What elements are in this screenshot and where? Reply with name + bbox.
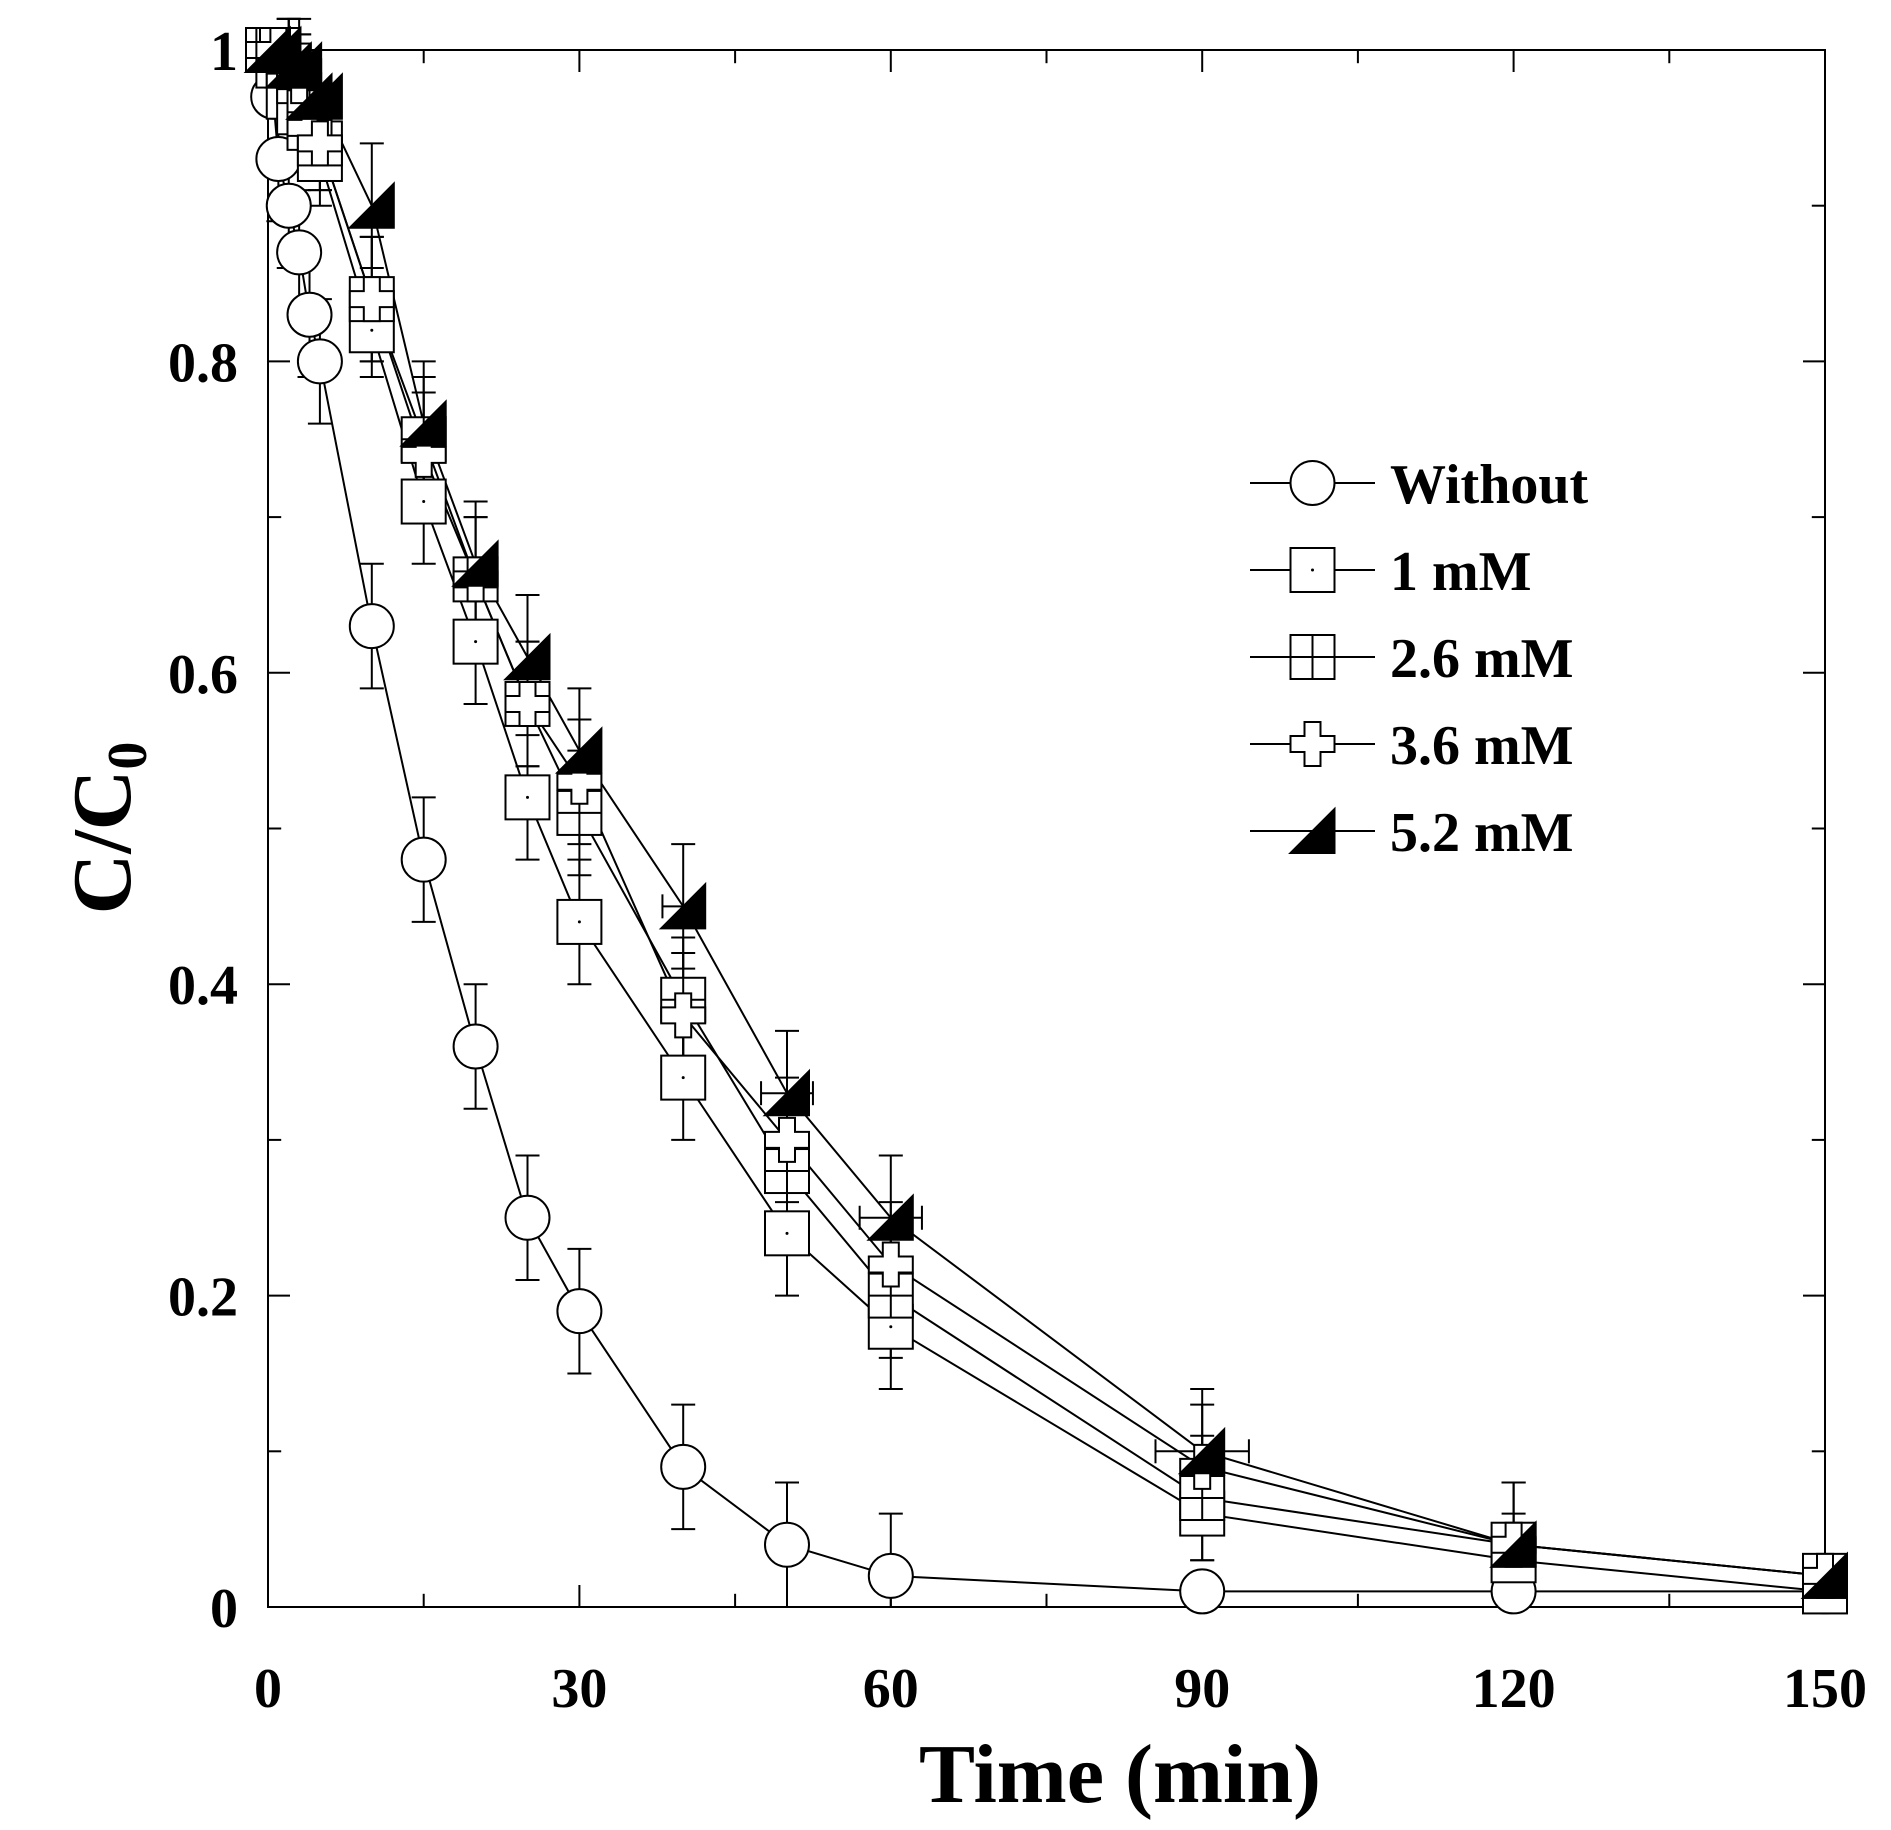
data-markers <box>243 25 1848 1615</box>
x-tick-label: 0 <box>254 1658 282 1720</box>
data-point-5-2-mm <box>554 726 603 774</box>
x-tick-label: 90 <box>1174 1658 1230 1720</box>
data-point-5-2-mm <box>253 25 302 73</box>
legend-label: 3.6 mM <box>1390 715 1574 777</box>
legend-marker-5-2-mm <box>1288 806 1336 854</box>
series-line-1-mm <box>267 49 1826 1593</box>
axis-tick-labels: 0 30 60 90 120 150 0 0.2 0.4 0.6 0.8 1 <box>168 21 1867 1720</box>
data-point-3-6-mm <box>400 431 447 478</box>
plot-frame <box>267 49 1826 1608</box>
data-point-5-2-mm <box>762 1068 810 1117</box>
data-point-without <box>286 291 333 338</box>
legend-label: 2.6 mM <box>1390 628 1574 690</box>
y-tick-label: 1 <box>210 21 238 83</box>
x-tick-label: 120 <box>1472 1658 1556 1720</box>
legend-marker-without <box>1289 460 1336 506</box>
y-tick-label: 0.4 <box>168 955 238 1017</box>
legend-item-2-6-mm: 2.6 mM <box>1250 628 1574 690</box>
data-point-without <box>348 603 395 650</box>
y-tick-label: 0 <box>210 1578 238 1640</box>
legend-label: 1 mM <box>1390 541 1532 603</box>
x-tick-label: 150 <box>1783 1658 1867 1720</box>
y-tick-label: 0.2 <box>168 1267 238 1329</box>
axis-ticks <box>267 49 1826 1608</box>
data-point-1-mm <box>660 1054 707 1101</box>
x-axis-title: Time (min) <box>919 1728 1321 1821</box>
data-point-without <box>1179 1568 1226 1615</box>
series-line-5-2-mm <box>268 49 1826 1577</box>
data-point-5-2-mm <box>866 1193 914 1241</box>
series-line-without <box>267 49 1825 1593</box>
data-point-without <box>452 1023 499 1070</box>
series-lines <box>267 49 1826 1593</box>
data-point-5-2-mm <box>347 181 395 229</box>
data-point-5-2-mm <box>658 881 707 930</box>
data-point-without <box>276 229 323 276</box>
data-point-1-mm <box>556 898 603 945</box>
data-point-5-2-mm <box>295 72 343 120</box>
error-bars <box>266 17 1526 1608</box>
data-point-3-6-mm <box>348 276 395 323</box>
data-point-without <box>400 836 447 883</box>
data-point-5-2-mm <box>1489 1520 1537 1568</box>
data-point-without <box>296 338 343 385</box>
data-point-1-mm <box>504 774 551 821</box>
y-axis-title: C/C0 <box>56 742 159 915</box>
data-point-3-6-mm <box>556 758 603 805</box>
legend-marker-2-6-mm <box>1289 634 1336 680</box>
y-tick-label: 0.8 <box>168 332 238 394</box>
series-line-3-6-mm <box>268 49 1826 1577</box>
data-point-without <box>504 1194 551 1241</box>
data-point-3-6-mm <box>764 1116 810 1163</box>
data-point-1-mm <box>452 618 499 665</box>
data-point-5-2-mm <box>399 399 447 447</box>
data-point-1-mm <box>764 1210 810 1257</box>
data-point-3-6-mm <box>296 120 343 167</box>
data-point-without <box>764 1521 810 1568</box>
legend-marker-1-mm <box>1289 547 1336 593</box>
legend-marker-3-6-mm <box>1289 721 1336 767</box>
data-point-2-6-mm <box>867 1272 914 1319</box>
x-tick-label: 60 <box>863 1658 919 1720</box>
data-point-3-6-mm <box>660 992 707 1039</box>
data-point-without <box>867 1552 914 1599</box>
legend: Without 1 mM 2.6 mM 3.6 mM 5.2 mM <box>1250 454 1588 864</box>
data-point-3-6-mm <box>504 680 551 727</box>
x-tick-label: 30 <box>551 1658 607 1720</box>
legend-item-3-6-mm: 3.6 mM <box>1250 715 1574 777</box>
data-point-without <box>660 1443 707 1490</box>
y-tick-label: 0.6 <box>168 644 238 706</box>
svg-text:C/C0: C/C0 <box>56 742 159 915</box>
legend-item-1-mm: 1 mM <box>1250 541 1532 603</box>
legend-label: 5.2 mM <box>1390 802 1574 864</box>
series-line-2-6-mm <box>268 49 1826 1577</box>
legend-item-without: Without <box>1250 454 1588 516</box>
data-point-5-2-mm <box>1800 1551 1848 1599</box>
y-axis-title-main: C/C <box>56 770 149 915</box>
y-axis-title-subscript: 0 <box>97 742 159 770</box>
legend-item-5-2-mm: 5.2 mM <box>1250 802 1574 864</box>
data-point-without <box>556 1288 603 1335</box>
legend-label: Without <box>1390 454 1588 516</box>
data-point-5-2-mm <box>451 539 499 587</box>
data-point-without <box>265 182 312 229</box>
data-point-1-mm <box>400 478 447 525</box>
data-point-5-2-mm <box>503 632 551 681</box>
data-point-5-2-mm <box>1177 1426 1226 1475</box>
data-point-3-6-mm <box>867 1241 914 1288</box>
data-point-5-2-mm <box>274 41 323 89</box>
